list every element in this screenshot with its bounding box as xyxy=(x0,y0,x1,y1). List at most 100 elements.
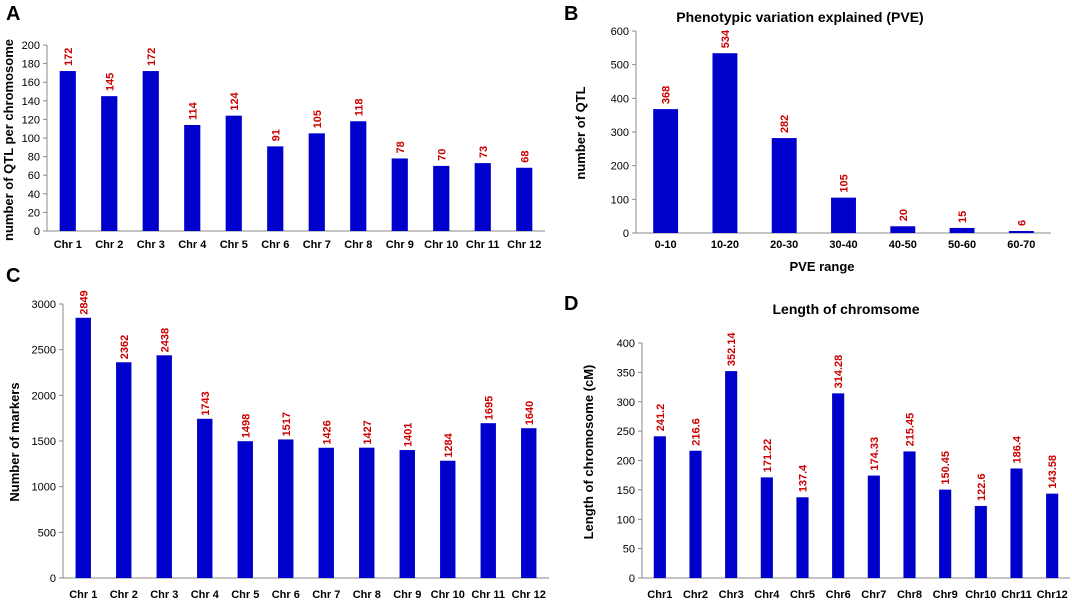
bar-d xyxy=(903,451,916,578)
y-tick-label-b: 400 xyxy=(611,93,629,105)
data-label-d: 241.2 xyxy=(655,404,667,432)
y-tick-label-d: 200 xyxy=(617,456,635,468)
x-tick-label-c: Chr 12 xyxy=(512,589,546,601)
bar-c xyxy=(116,362,132,578)
y-tick-label-a: 60 xyxy=(28,170,40,182)
bar-a xyxy=(433,165,450,231)
bar-a xyxy=(391,158,408,231)
data-label-b: 20 xyxy=(898,209,910,221)
bar-c xyxy=(75,317,91,578)
y-tick-label-c: 1500 xyxy=(32,436,56,448)
bar-d xyxy=(689,450,702,578)
bar-c xyxy=(156,355,172,578)
panel-letter-b: B xyxy=(564,3,578,25)
data-label-c: 1498 xyxy=(240,414,252,438)
bar-c xyxy=(278,439,294,578)
panel-letter-c: C xyxy=(6,265,20,287)
y-tick-label-b: 0 xyxy=(623,228,629,240)
x-tick-label-c: Chr 9 xyxy=(393,589,421,601)
data-label-a: 70 xyxy=(436,149,448,161)
data-label-c: 1284 xyxy=(443,432,455,457)
data-label-a: 118 xyxy=(353,99,365,117)
bar-d xyxy=(1046,493,1059,578)
data-label-d: 215.45 xyxy=(905,413,917,447)
bar-a xyxy=(474,163,491,231)
y-axis-title-b: number of QTL xyxy=(573,86,588,179)
y-tick-label-a: 20 xyxy=(28,207,40,219)
bar-c xyxy=(521,428,537,578)
bar-a xyxy=(516,167,533,231)
y-tick-label-c: 0 xyxy=(50,573,56,585)
data-label-a: 78 xyxy=(395,141,407,153)
bar-d xyxy=(974,505,987,578)
y-tick-label-a: 180 xyxy=(22,59,40,71)
x-tick-label-d: Chr7 xyxy=(861,589,886,601)
data-label-c: 1743 xyxy=(200,391,212,415)
y-axis-title-c: Number of markers xyxy=(7,382,22,501)
bar-b xyxy=(949,227,975,233)
data-label-b: 534 xyxy=(720,29,732,48)
x-tick-label-c: Chr 8 xyxy=(353,589,381,601)
bar-a xyxy=(350,121,367,231)
x-tick-label-a: Chr 1 xyxy=(54,239,82,251)
bar-a xyxy=(308,133,325,231)
x-tick-label-a: Chr 8 xyxy=(344,239,372,251)
bar-c xyxy=(440,460,456,578)
y-tick-label-a: 0 xyxy=(34,226,40,238)
x-tick-label-c: Chr 7 xyxy=(312,589,340,601)
bar-a xyxy=(101,96,118,232)
x-tick-label-c: Chr 10 xyxy=(431,589,465,601)
y-tick-label-a: 80 xyxy=(28,152,40,164)
y-tick-label-c: 2500 xyxy=(32,345,56,357)
x-tick-label-a: Chr 11 xyxy=(466,239,500,251)
bar-d xyxy=(867,475,880,578)
data-label-d: 171.22 xyxy=(762,439,774,473)
y-tick-label-b: 100 xyxy=(611,194,629,206)
x-tick-label-d: Chr2 xyxy=(683,589,708,601)
data-label-b: 368 xyxy=(661,86,673,104)
y-tick-label-a: 100 xyxy=(22,133,40,145)
y-tick-label-b: 600 xyxy=(611,26,629,38)
x-tick-label-b: 20-30 xyxy=(770,239,798,251)
x-tick-label-b: 30-40 xyxy=(829,239,857,251)
y-tick-label-b: 200 xyxy=(611,161,629,173)
x-tick-label-c: Chr 11 xyxy=(471,589,505,601)
x-tick-label-a: Chr 5 xyxy=(220,239,248,251)
bar-b xyxy=(890,226,916,233)
data-label-a: 145 xyxy=(104,73,116,91)
data-label-a: 114 xyxy=(187,101,199,120)
bar-c xyxy=(399,450,415,578)
data-label-a: 172 xyxy=(63,48,75,66)
data-label-a: 91 xyxy=(270,129,282,141)
data-label-a: 124 xyxy=(229,91,241,110)
bar-b xyxy=(712,53,738,233)
bar-d xyxy=(725,371,738,578)
x-tick-label-b: 60-70 xyxy=(1007,239,1035,251)
y-tick-label-a: 200 xyxy=(22,40,40,52)
data-label-a: 105 xyxy=(312,110,324,128)
x-tick-label-d: Chr3 xyxy=(719,589,744,601)
bar-a xyxy=(184,124,201,231)
y-tick-label-a: 120 xyxy=(22,114,40,126)
y-tick-label-d: 50 xyxy=(623,544,635,556)
data-label-c: 1517 xyxy=(281,412,293,436)
y-tick-label-d: 0 xyxy=(629,573,635,585)
x-tick-label-c: Chr 2 xyxy=(110,589,138,601)
x-tick-label-d: Chr6 xyxy=(826,589,851,601)
y-tick-label-a: 40 xyxy=(28,189,40,201)
bar-d xyxy=(796,497,809,578)
x-tick-label-d: Chr8 xyxy=(897,589,922,601)
x-tick-label-d: Chr5 xyxy=(790,589,815,601)
data-label-a: 68 xyxy=(519,151,531,163)
data-label-d: 150.45 xyxy=(940,451,952,485)
x-tick-label-d: Chr9 xyxy=(933,589,958,601)
data-label-d: 186.4 xyxy=(1012,435,1024,463)
bar-d xyxy=(832,393,845,578)
bar-c xyxy=(197,418,213,578)
panel-d: D Length of chromsome Length of chromoso… xyxy=(564,293,1070,601)
y-tick-label-b: 300 xyxy=(611,127,629,139)
x-tick-label-c: Chr 1 xyxy=(69,589,97,601)
data-label-d: 137.4 xyxy=(798,464,810,492)
x-tick-label-d: Chr4 xyxy=(754,589,780,601)
